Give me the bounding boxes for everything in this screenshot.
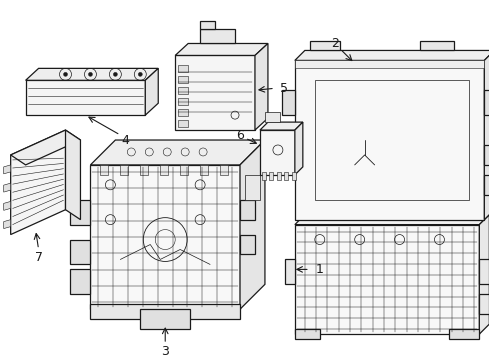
Polygon shape [91, 304, 240, 319]
Polygon shape [255, 44, 268, 130]
Polygon shape [200, 28, 235, 44]
Polygon shape [4, 220, 11, 229]
Polygon shape [25, 80, 145, 115]
Polygon shape [91, 140, 265, 165]
Polygon shape [71, 200, 91, 225]
Polygon shape [140, 165, 148, 175]
Polygon shape [178, 120, 188, 127]
Circle shape [64, 72, 68, 76]
Polygon shape [175, 55, 255, 130]
Polygon shape [265, 112, 280, 122]
Polygon shape [295, 60, 484, 68]
Polygon shape [262, 172, 266, 180]
Polygon shape [66, 130, 80, 220]
Text: 7: 7 [35, 251, 43, 264]
Polygon shape [292, 172, 296, 180]
Text: 3: 3 [161, 345, 169, 357]
Polygon shape [178, 98, 188, 105]
Polygon shape [295, 215, 490, 225]
Polygon shape [175, 44, 268, 55]
Polygon shape [270, 172, 273, 180]
Polygon shape [200, 165, 208, 175]
Polygon shape [71, 239, 91, 265]
Polygon shape [240, 200, 255, 220]
Polygon shape [484, 90, 490, 115]
Text: 4: 4 [122, 134, 129, 147]
Polygon shape [295, 50, 490, 60]
Polygon shape [11, 130, 66, 235]
Polygon shape [4, 183, 11, 192]
Circle shape [138, 72, 142, 76]
Polygon shape [160, 165, 168, 175]
Polygon shape [284, 172, 289, 180]
Polygon shape [4, 201, 11, 210]
Polygon shape [479, 260, 490, 284]
Polygon shape [200, 21, 215, 28]
Text: 6: 6 [236, 129, 244, 141]
Circle shape [89, 72, 93, 76]
Polygon shape [479, 215, 490, 334]
Polygon shape [295, 225, 479, 334]
Text: 5: 5 [280, 82, 288, 95]
Polygon shape [484, 175, 490, 195]
Polygon shape [479, 294, 490, 314]
Polygon shape [25, 68, 158, 80]
Polygon shape [240, 235, 255, 255]
Polygon shape [178, 66, 188, 72]
Polygon shape [260, 122, 303, 130]
Polygon shape [100, 165, 108, 175]
Polygon shape [220, 165, 228, 175]
Polygon shape [178, 109, 188, 116]
Text: 1: 1 [316, 263, 324, 276]
Polygon shape [4, 165, 11, 174]
Polygon shape [282, 145, 295, 165]
Polygon shape [178, 76, 188, 83]
Polygon shape [178, 87, 188, 94]
Polygon shape [140, 309, 190, 329]
Polygon shape [11, 130, 80, 165]
Text: 2: 2 [331, 37, 339, 50]
Polygon shape [180, 165, 188, 175]
Polygon shape [145, 68, 158, 115]
Polygon shape [419, 41, 454, 50]
Polygon shape [91, 165, 240, 309]
Polygon shape [245, 175, 260, 200]
Polygon shape [285, 260, 295, 284]
Polygon shape [240, 140, 265, 309]
Polygon shape [260, 130, 295, 175]
Polygon shape [121, 165, 128, 175]
Polygon shape [310, 41, 340, 50]
Polygon shape [71, 269, 91, 294]
Polygon shape [277, 172, 281, 180]
Polygon shape [295, 329, 320, 339]
Polygon shape [282, 90, 295, 115]
Polygon shape [295, 122, 303, 175]
Polygon shape [295, 60, 484, 220]
Polygon shape [484, 145, 490, 165]
Polygon shape [484, 50, 490, 220]
Circle shape [113, 72, 118, 76]
Polygon shape [449, 329, 479, 339]
